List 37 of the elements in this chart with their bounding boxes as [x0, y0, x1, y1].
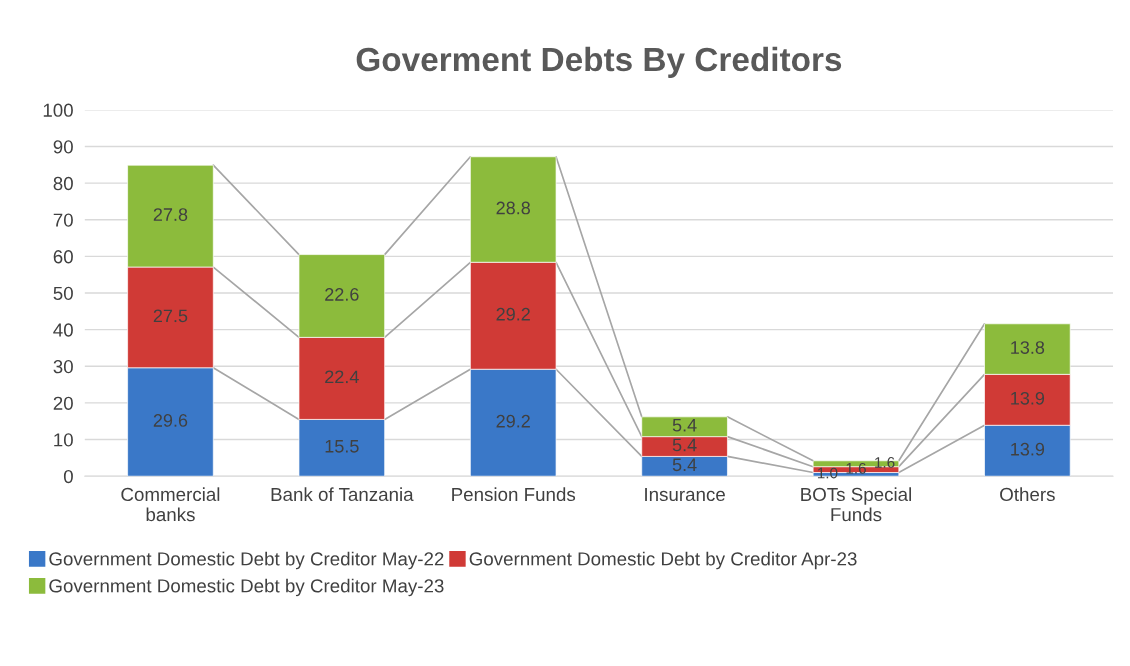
y-tick-label: 70 — [53, 213, 73, 227]
data-label: 5.4 — [672, 458, 697, 472]
data-label: 22.6 — [325, 288, 359, 301]
data-label: 29.2 — [496, 414, 530, 428]
data-label: 5.4 — [672, 418, 697, 432]
x-tick-label: BOTs Special Funds — [801, 487, 911, 522]
y-tick-label: 20 — [53, 396, 73, 410]
x-tick-label: Pension Funds — [452, 487, 576, 502]
y-tick-label: 10 — [54, 433, 73, 447]
y-tick-label: 50 — [53, 286, 73, 301]
y-tick-label: 0 — [63, 469, 73, 484]
y-tick-label: 90 — [53, 140, 73, 154]
y-tick-label: 60 — [53, 250, 73, 264]
y-tick-label: 80 — [53, 176, 73, 191]
chart-title: Goverment Debts By Creditors — [356, 46, 842, 78]
data-label: 22.4 — [325, 370, 359, 384]
x-tick-label: Bank of Tanzania — [271, 487, 414, 502]
data-label: 27.5 — [153, 309, 188, 323]
data-label: 1.0 — [817, 467, 838, 479]
x-tick-label: Commercial banks — [121, 487, 220, 522]
x-tick-label: Insurance — [645, 487, 725, 502]
data-label: 29.6 — [153, 414, 188, 427]
data-label: 27.8 — [153, 208, 188, 221]
data-label: 13.9 — [1011, 442, 1045, 456]
data-label: 13.8 — [1011, 341, 1045, 354]
legend-label: Government Domestic Debt by Creditor May-23 — [49, 578, 444, 597]
y-tick-label: 40 — [53, 323, 73, 337]
y-tick-label: 100 — [43, 103, 73, 117]
data-label: 29.2 — [496, 307, 530, 321]
legend-label: Government Domestic Debt by Creditor May-22 — [49, 551, 444, 570]
legend-label: Government Domestic Debt by Creditor Apr-23 — [469, 551, 857, 570]
data-label: 15.5 — [325, 440, 359, 453]
x-tick-label: Others — [1000, 487, 1055, 502]
y-tick-label: 30 — [53, 360, 73, 374]
data-label: 13.9 — [1011, 391, 1045, 405]
data-label: 28.8 — [496, 201, 530, 215]
data-label: 5.4 — [672, 438, 697, 452]
